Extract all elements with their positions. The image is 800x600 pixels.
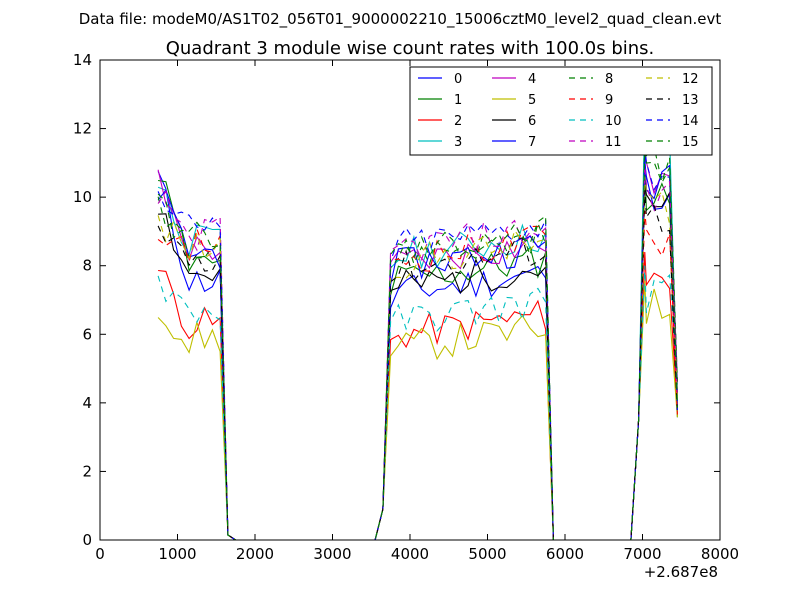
x-tick-label: 6000 <box>546 545 584 563</box>
x-tick-label: 3000 <box>313 545 351 563</box>
x-tick-label: 7000 <box>623 545 661 563</box>
y-tick-label: 10 <box>73 188 92 206</box>
legend-label-4: 4 <box>528 72 536 87</box>
legend-label-15: 15 <box>682 135 699 150</box>
chart-title: Quadrant 3 module wise count rates with … <box>166 38 655 59</box>
series-line-7 <box>157 155 678 540</box>
series-line-3 <box>157 104 678 540</box>
y-tick-label: 4 <box>82 394 92 412</box>
series-lines <box>157 104 678 540</box>
legend-label-14: 14 <box>682 114 699 129</box>
series-line-2 <box>158 251 678 540</box>
series-line-5 <box>157 279 678 540</box>
x-tick-label: 0 <box>95 545 105 563</box>
y-tick-label: 6 <box>82 325 92 343</box>
x-offset-label: +2.687e8 <box>644 563 718 581</box>
legend-label-6: 6 <box>528 114 536 129</box>
x-tick-label: 2000 <box>236 545 274 563</box>
legend-label-8: 8 <box>605 72 613 87</box>
series-line-14 <box>157 145 678 540</box>
legend-label-0: 0 <box>454 72 462 87</box>
series-line-1 <box>158 169 678 540</box>
axis-ticks: 0 1000 2000 3000 4000 5000 6000 7000 80000246810… <box>73 51 739 563</box>
y-tick-label: 0 <box>82 531 92 549</box>
series-line-15 <box>157 149 678 540</box>
legend-label-10: 10 <box>605 114 622 129</box>
legend-label-11: 11 <box>605 135 622 150</box>
legend-label-7: 7 <box>528 135 536 150</box>
legend-label-1: 1 <box>454 93 462 108</box>
series-line-13 <box>157 190 678 540</box>
y-tick-label: 12 <box>73 120 92 138</box>
legend-label-13: 13 <box>682 93 699 108</box>
y-tick-label: 2 <box>82 462 92 480</box>
x-tick-label: 4000 <box>391 545 429 563</box>
series-line-6 <box>158 183 678 540</box>
series-line-8 <box>157 135 678 540</box>
x-tick-label: 8000 <box>701 545 739 563</box>
series-line-11 <box>157 166 678 540</box>
legend-label-3: 3 <box>454 135 462 150</box>
series-line-9 <box>157 210 678 540</box>
series-line-4 <box>157 152 678 540</box>
series-line-12 <box>157 176 678 540</box>
x-tick-label: 5000 <box>468 545 506 563</box>
legend-label-9: 9 <box>605 93 613 108</box>
chart-suptitle: Data file: modeM0/AS1T02_056T01_90000022… <box>79 10 722 29</box>
legend-label-2: 2 <box>454 114 462 129</box>
legend-label-5: 5 <box>528 93 536 108</box>
x-tick-label: 1000 <box>158 545 196 563</box>
y-tick-label: 8 <box>82 257 92 275</box>
legend-label-12: 12 <box>682 72 699 87</box>
legend-box <box>409 66 713 156</box>
y-tick-label: 14 <box>73 51 92 69</box>
series-line-0 <box>157 162 678 540</box>
series-line-10 <box>157 265 678 540</box>
